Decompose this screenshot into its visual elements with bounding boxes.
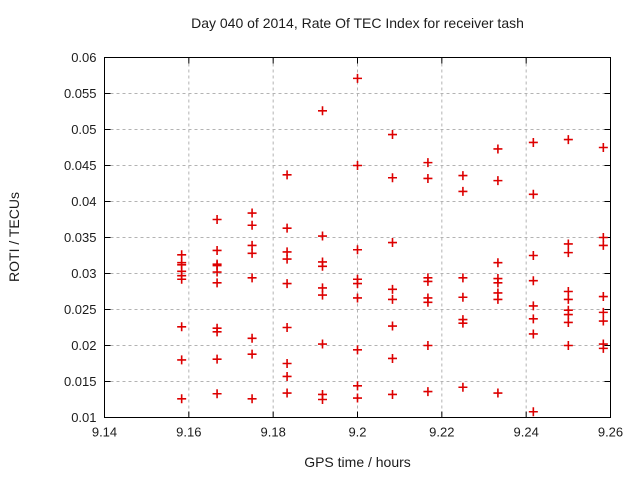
svg-text:9.18: 9.18 [261, 425, 286, 440]
chart-title: Day 040 of 2014, Rate Of TEC Index for r… [191, 15, 524, 31]
x-axis-label: GPS time / hours [304, 454, 411, 470]
gridlines [104, 57, 611, 418]
svg-text:9.24: 9.24 [514, 425, 539, 440]
svg-text:0.04: 0.04 [71, 194, 96, 209]
svg-text:0.06: 0.06 [71, 50, 96, 65]
svg-text:0.03: 0.03 [71, 266, 96, 281]
tick-marks [104, 57, 611, 418]
x-tick-labels: 9.14 9.16 9.18 9.2 9.22 9.24 9.26 [92, 425, 623, 440]
svg-text:0.035: 0.035 [64, 230, 97, 245]
svg-text:9.2: 9.2 [348, 425, 366, 440]
svg-text:0.02: 0.02 [71, 338, 96, 353]
svg-text:9.26: 9.26 [598, 425, 623, 440]
y-tick-labels: 0.01 0.015 0.02 0.025 0.03 0.035 0.04 0.045 0.05… [64, 50, 97, 425]
svg-text:0.045: 0.045 [64, 158, 97, 173]
svg-text:9.16: 9.16 [176, 425, 201, 440]
svg-text:0.025: 0.025 [64, 302, 97, 317]
svg-text:0.055: 0.055 [64, 86, 97, 101]
svg-text:0.05: 0.05 [71, 122, 96, 137]
svg-text:9.22: 9.22 [429, 425, 454, 440]
svg-text:9.14: 9.14 [92, 425, 117, 440]
svg-text:0.015: 0.015 [64, 374, 97, 389]
data-points [177, 73, 608, 417]
svg-text:0.01: 0.01 [71, 410, 96, 425]
